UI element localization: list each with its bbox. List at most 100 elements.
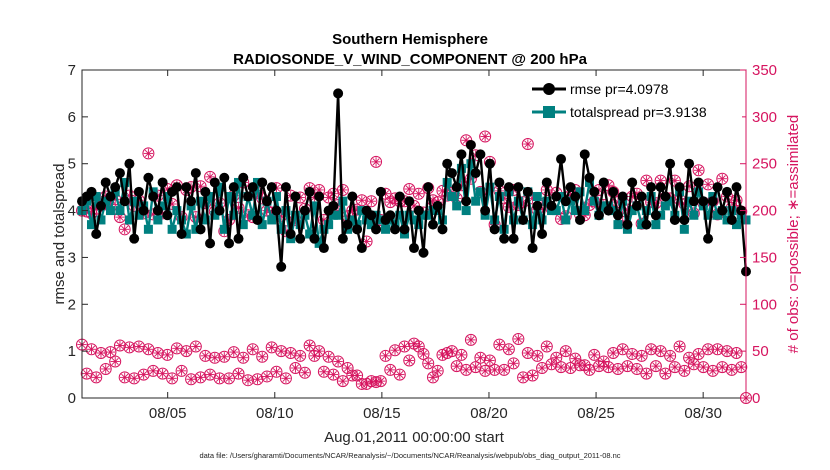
obs-possible-mark bbox=[242, 374, 254, 387]
obs-assimilated-mark bbox=[481, 132, 489, 141]
obs-assimilated-mark bbox=[159, 370, 167, 378]
y-axis-right-label: # of obs: o=possible; ∗=assimilated bbox=[785, 115, 802, 354]
obs-possible-mark bbox=[237, 351, 250, 364]
obs-possible-mark bbox=[170, 342, 183, 355]
obs-assimilated-mark bbox=[728, 366, 736, 374]
obs-possible-mark bbox=[498, 363, 511, 376]
totalspread-point bbox=[224, 192, 234, 202]
obs-assimilated-mark bbox=[358, 196, 366, 204]
obs-lower-point bbox=[104, 346, 117, 359]
rmse-point bbox=[276, 261, 287, 272]
totalspread-point bbox=[158, 201, 168, 211]
obs-assimilated-mark bbox=[320, 368, 328, 376]
totalspread-point bbox=[328, 210, 338, 220]
totalspread-point bbox=[143, 224, 153, 234]
obs-upper-point bbox=[702, 178, 715, 191]
y-left-tick-label: 7 bbox=[68, 62, 76, 79]
obs-lower-point bbox=[540, 340, 553, 353]
obs-lower-point bbox=[521, 347, 534, 360]
obs-assimilated-mark bbox=[528, 371, 537, 380]
obs-assimilated-mark bbox=[713, 345, 722, 353]
totalspread-point bbox=[509, 215, 519, 225]
obs-lower-point bbox=[464, 333, 477, 346]
obs-assimilated-mark bbox=[220, 353, 228, 361]
obs-possible-mark bbox=[194, 371, 207, 384]
rmse-point bbox=[110, 182, 121, 193]
obs-lower-point bbox=[194, 371, 207, 384]
obs-lower-point bbox=[488, 363, 501, 376]
y-left-tick-label: 0 bbox=[68, 390, 76, 407]
obs-assimilated-mark bbox=[149, 367, 157, 375]
obs-lower-point bbox=[450, 360, 463, 373]
obs-assimilated-mark bbox=[121, 225, 129, 233]
x-axis: 08/05 08/10 08/15 08/20 08/25 08/30 bbox=[149, 70, 722, 422]
obs-assimilated-mark bbox=[491, 366, 499, 374]
y-axis-left: 0 1 2 3 4 5 6 7 bbox=[68, 62, 88, 407]
obs-assimilated-mark bbox=[140, 370, 148, 379]
obs-lower-point bbox=[630, 362, 643, 375]
totalspread-point bbox=[528, 220, 538, 230]
obs-assimilated-mark bbox=[386, 366, 394, 374]
obs-lower-point bbox=[170, 342, 183, 355]
x-tick-label: 08/10 bbox=[256, 405, 294, 422]
obs-possible-mark bbox=[218, 350, 231, 363]
obs-assimilated-mark bbox=[590, 351, 598, 359]
rmse-point bbox=[669, 214, 680, 225]
rmse-point bbox=[484, 158, 495, 169]
obs-possible-mark bbox=[384, 363, 397, 376]
obs-possible-mark bbox=[521, 138, 534, 151]
obs-possible-mark bbox=[374, 375, 387, 388]
rmse-point bbox=[703, 233, 714, 244]
obs-possible-mark bbox=[322, 350, 335, 363]
obs-possible-mark bbox=[640, 367, 653, 380]
obs-possible-mark bbox=[540, 340, 553, 353]
totalspread-point bbox=[542, 196, 552, 206]
y-right-tick-label: 300 bbox=[752, 109, 777, 126]
totalspread-point bbox=[679, 224, 689, 234]
obs-possible-mark bbox=[436, 184, 449, 197]
obs-lower-point bbox=[711, 343, 724, 356]
rmse-point bbox=[214, 205, 225, 216]
obs-possible-mark bbox=[104, 346, 117, 359]
totalspread-point bbox=[96, 215, 106, 225]
totalspread-point bbox=[627, 206, 637, 216]
obs-possible-mark bbox=[460, 363, 473, 376]
legend-spread-label: totalspread pr=3.9138 bbox=[570, 104, 707, 120]
rmse-point bbox=[608, 186, 619, 197]
rmse-point bbox=[404, 196, 415, 207]
obs-lower-point bbox=[317, 365, 330, 378]
legend-rmse-label: rmse pr=4.0978 bbox=[570, 81, 669, 97]
obs-possible-mark bbox=[654, 345, 667, 358]
obs-assimilated-mark bbox=[623, 362, 632, 370]
obs-assimilated-mark bbox=[178, 367, 186, 375]
rmse-point bbox=[556, 154, 567, 165]
obs-lower-point bbox=[730, 347, 743, 360]
obs-lower-point bbox=[94, 347, 107, 360]
totalspread-point bbox=[162, 192, 172, 202]
obs-possible-mark bbox=[479, 364, 492, 377]
obs-lower-point bbox=[275, 345, 288, 358]
obs-assimilated-mark bbox=[396, 370, 404, 379]
obs-upper-point bbox=[692, 164, 705, 177]
totalspread-point bbox=[442, 177, 452, 187]
obs-assimilated-mark bbox=[680, 367, 688, 375]
obs-lower-point bbox=[512, 332, 525, 345]
totalspread-point bbox=[589, 196, 599, 206]
totalspread-point bbox=[485, 182, 495, 192]
obs-assimilated-mark bbox=[263, 372, 271, 381]
obs-upper-point bbox=[118, 223, 131, 236]
totalspread-point bbox=[120, 177, 130, 187]
rmse-point bbox=[617, 191, 628, 202]
obs-possible-mark bbox=[483, 354, 496, 367]
obs-lower-point bbox=[417, 347, 430, 360]
obs-assimilated-mark bbox=[154, 349, 162, 357]
obs-possible-mark bbox=[564, 362, 577, 375]
rmse-point bbox=[342, 219, 353, 230]
y-left-tick-label: 1 bbox=[68, 343, 76, 360]
obs-assimilated-mark bbox=[282, 374, 290, 382]
rmse-point bbox=[257, 177, 268, 188]
obs-assimilated-mark bbox=[476, 354, 484, 362]
rmse-point bbox=[693, 177, 704, 188]
obs-lower-point bbox=[616, 343, 629, 356]
totalspread-point bbox=[295, 220, 305, 230]
